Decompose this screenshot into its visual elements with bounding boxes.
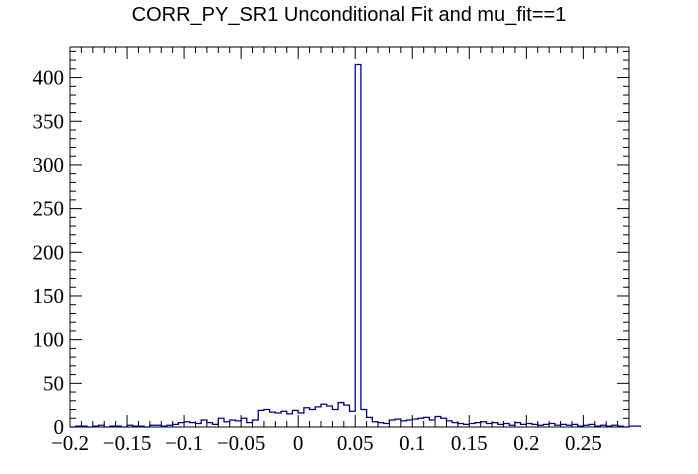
- histogram-bin: [429, 420, 435, 427]
- histogram-bin: [247, 423, 253, 427]
- y-tick-label: 50: [43, 371, 64, 395]
- histogram-bin: [407, 420, 413, 427]
- histogram-bin: [361, 410, 367, 427]
- histogram-bin: [304, 408, 310, 427]
- plot-frame: [69, 46, 630, 428]
- histogram-bin: [230, 420, 236, 427]
- histogram-bin: [344, 405, 350, 427]
- histogram-bin: [515, 423, 521, 427]
- histogram-bin: [401, 421, 407, 427]
- histogram-bin: [287, 414, 293, 427]
- x-tick-label: 0: [293, 431, 304, 455]
- chart-title: CORR_PY_SR1 Unconditional Fit and mu_fit…: [131, 4, 567, 26]
- x-tick-label: 0.05: [337, 431, 374, 455]
- histogram-bars: [76, 64, 641, 427]
- y-tick-label: 300: [33, 153, 65, 177]
- x-tick-labels: −0.2 −0.15 −0.1 −0.05 0 0.05 0.1 0.15 0.2 0.25: [51, 431, 602, 455]
- y-tick-label: 150: [33, 284, 65, 308]
- histogram-bin: [475, 423, 481, 427]
- histogram-bin: [481, 422, 487, 427]
- histogram-bin: [350, 411, 356, 427]
- histogram-bin: [298, 413, 304, 427]
- histogram-bin: [321, 404, 327, 427]
- histogram-bin: [310, 410, 316, 427]
- histogram-bin: [389, 420, 395, 427]
- y-tick-label: 0: [54, 415, 65, 439]
- histogram-bin: [327, 406, 333, 427]
- y-tick-labels: 0 50 100 150 200 250 300 350 400: [33, 66, 65, 439]
- histogram-bin: [378, 423, 384, 427]
- y-tick-label: 350: [33, 109, 65, 133]
- histogram-bin: [275, 413, 281, 427]
- x-tick-label: 0.25: [565, 431, 602, 455]
- histogram-bin: [264, 410, 270, 427]
- histogram-bin: [446, 421, 452, 427]
- x-tick-label: −0.15: [103, 431, 152, 455]
- y-tick-label: 400: [33, 66, 65, 90]
- histogram-bin: [492, 423, 498, 427]
- histogram-bin: [258, 410, 264, 427]
- histogram-bin: [435, 417, 441, 427]
- histogram-bin: [270, 412, 276, 427]
- histogram-bin: [292, 410, 298, 427]
- histogram-bin: [190, 423, 196, 427]
- histogram-outline: [70, 63, 642, 428]
- histogram-bin: [452, 423, 458, 427]
- x-tick-label: 0.15: [451, 431, 488, 455]
- histogram-bin: [241, 418, 247, 427]
- histogram-bin: [281, 411, 287, 427]
- x-tick-label: −0.05: [217, 431, 266, 455]
- histogram-bin: [338, 403, 344, 427]
- histogram-bin: [207, 423, 213, 427]
- histogram-bin: [218, 418, 224, 427]
- histogram-bin: [424, 417, 430, 427]
- histogram-bin: [224, 422, 230, 427]
- histogram-bin: [367, 417, 373, 427]
- x-tick-label: 0.1: [399, 431, 425, 455]
- histogram-bin: [178, 423, 184, 427]
- histogram-bin: [332, 410, 338, 427]
- x-tick-label: −0.1: [165, 431, 203, 455]
- histogram-bin: [184, 422, 190, 427]
- x-tick-label: −0.2: [51, 431, 89, 455]
- histogram-bin: [355, 64, 361, 427]
- y-tick-label: 250: [33, 197, 65, 221]
- histogram-bin: [201, 420, 207, 427]
- y-tick-label: 200: [33, 240, 65, 264]
- histogram-bin: [235, 421, 241, 427]
- histogram-bin: [315, 407, 321, 427]
- histogram-bin: [412, 419, 418, 427]
- x-tick-label: 0.2: [513, 431, 539, 455]
- y-tick-label: 100: [33, 328, 65, 352]
- histogram-bin: [418, 418, 424, 427]
- axis-ticks: [69, 47, 630, 428]
- histogram-bin: [395, 419, 401, 427]
- histogram-bin: [372, 422, 378, 427]
- histogram-bin: [253, 420, 259, 427]
- histogram-bin: [441, 418, 447, 427]
